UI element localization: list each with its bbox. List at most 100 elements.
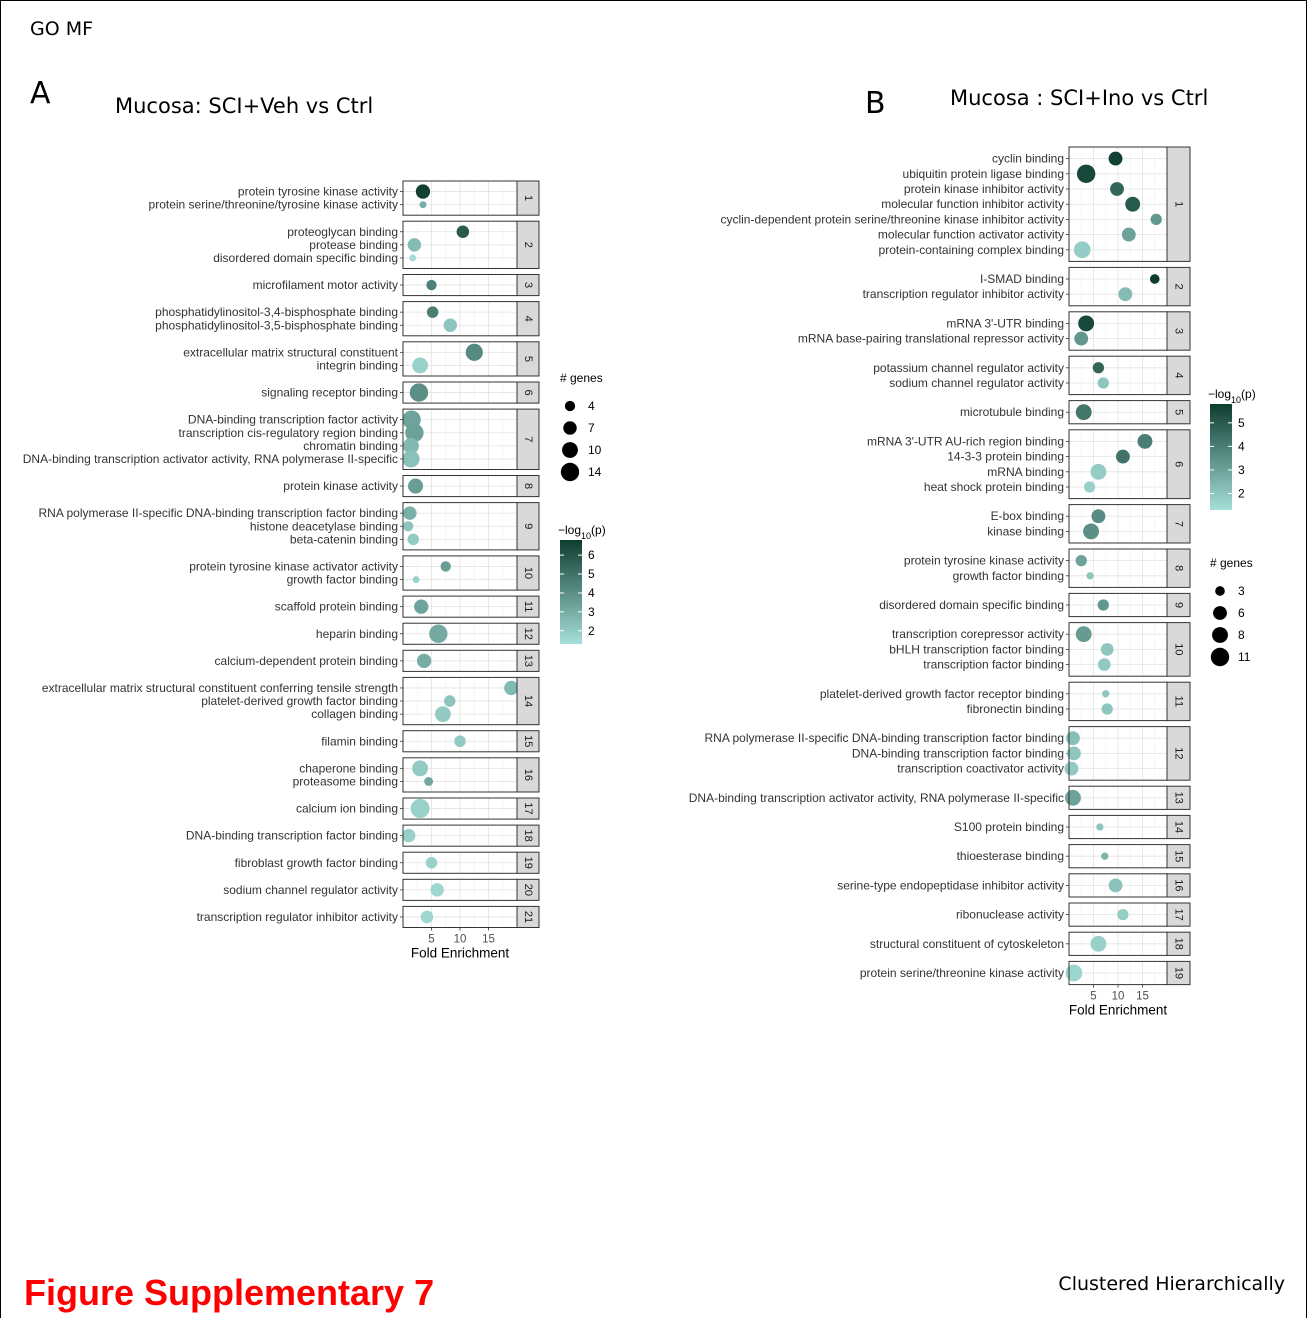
- y-tick-label: DNA-binding transcription activator acti…: [23, 452, 398, 466]
- facet-strip: [1166, 400, 1191, 425]
- size-legend-label: 10: [588, 443, 602, 457]
- facet-strip: [1166, 902, 1191, 927]
- size-legend-key: [1213, 606, 1227, 620]
- colorbar-label: 2: [588, 624, 595, 638]
- facet-strip: [1166, 873, 1191, 898]
- data-point: [504, 680, 519, 696]
- y-tick-label: kinase binding: [987, 524, 1064, 538]
- facet-strip-label: 13: [1173, 792, 1185, 804]
- facet-strip: [1166, 844, 1191, 869]
- y-tick-label: protein-containing complex binding: [879, 243, 1064, 257]
- facet-strip-label: 3: [1173, 328, 1185, 334]
- colorbar: [560, 540, 582, 644]
- colorbar-label: 6: [588, 548, 595, 562]
- facet-strip: [1166, 622, 1191, 677]
- x-tick-label: 15: [482, 934, 495, 946]
- y-tick-label: histone deacetylase binding: [250, 519, 398, 533]
- size-legend-label: 6: [1238, 606, 1245, 620]
- data-point: [1090, 463, 1107, 480]
- facet-strip-label: 12: [1173, 747, 1185, 759]
- y-tick-label: transcription cis-regulatory region bind…: [179, 426, 398, 440]
- data-point: [1110, 182, 1124, 196]
- facet-12: heparin binding 12: [316, 622, 540, 645]
- facet-strip-label: 5: [1173, 409, 1185, 415]
- facet-14: S100 protein binding 14: [954, 814, 1191, 840]
- y-tick-label: proteoglycan binding: [287, 225, 398, 239]
- y-tick-label: fibronectin binding: [967, 702, 1064, 716]
- colorbar-label: 5: [1238, 416, 1245, 430]
- panel-b-title: Mucosa : SCI+Ino vs Ctrl: [950, 86, 1209, 110]
- data-point: [1091, 509, 1106, 524]
- facet-10: protein tyrosine kinase activator activi…: [189, 555, 540, 591]
- facet-14: extracellular matrix structural constitu…: [42, 676, 540, 726]
- x-tick-label: 5: [428, 934, 434, 946]
- data-point: [429, 624, 448, 643]
- y-tick-label: beta-catenin binding: [290, 532, 398, 546]
- facet-11: platelet-derived growth factor receptor …: [820, 681, 1191, 722]
- size-legend-label: 11: [1238, 650, 1251, 664]
- data-point: [1100, 643, 1114, 656]
- facet-17: ribonuclease activity 17: [956, 902, 1191, 927]
- y-tick-label: sodium channel regulator activity: [889, 376, 1064, 390]
- data-point: [1075, 404, 1092, 421]
- y-tick-label: extracellular matrix structural constitu…: [183, 345, 398, 359]
- data-point: [414, 599, 429, 614]
- facet-strip-label: 8: [1173, 565, 1185, 571]
- data-point: [1150, 213, 1162, 226]
- y-tick-label: chaperone binding: [299, 761, 398, 775]
- data-point: [402, 450, 420, 468]
- facet-strip: [516, 220, 540, 269]
- data-point: [407, 478, 424, 494]
- facet-strip-label: 16: [522, 769, 534, 781]
- y-tick-label: transcription regulator inhibitor activi…: [863, 287, 1064, 301]
- panel-letter-a: A: [30, 76, 51, 111]
- y-tick-label: protein serine/threonine kinase activity: [860, 966, 1064, 980]
- facet-strip-label: 4: [1173, 372, 1185, 378]
- data-point: [403, 506, 417, 520]
- data-point: [443, 318, 458, 332]
- y-tick-label: protease binding: [309, 238, 398, 252]
- facet-3: microfilament motor activity 3: [253, 274, 540, 297]
- facet-5: extracellular matrix structural constitu…: [183, 341, 540, 377]
- data-point: [440, 561, 451, 572]
- y-tick-label: heparin binding: [316, 627, 398, 641]
- facet-strip-label: 15: [522, 735, 534, 747]
- data-point: [443, 695, 456, 707]
- y-tick-label: molecular function inhibitor activity: [881, 197, 1064, 211]
- data-point: [424, 777, 434, 786]
- data-point: [1076, 164, 1096, 183]
- facet-17: calcium ion binding 17: [296, 797, 540, 820]
- y-tick-label: disordered domain specific binding: [213, 251, 398, 265]
- y-tick-label: DNA-binding transcription factor binding: [852, 746, 1064, 760]
- y-tick-label: I-SMAD binding: [980, 272, 1064, 286]
- page-title: GO MF: [30, 18, 94, 40]
- y-tick-label: integrin binding: [317, 358, 398, 372]
- y-tick-label: mRNA binding: [987, 465, 1064, 479]
- facet-strip-label: 14: [522, 695, 534, 707]
- data-point: [407, 238, 422, 252]
- data-point: [454, 735, 466, 748]
- facet-strip: [1166, 504, 1191, 544]
- data-point: [420, 910, 434, 924]
- data-point: [1065, 964, 1083, 982]
- y-tick-label: transcription regulator inhibitor activi…: [197, 910, 398, 924]
- color-legend-title: −log10(p): [1208, 387, 1256, 405]
- y-tick-label: protein serine/threonine/tyrosine kinase…: [149, 198, 398, 212]
- facet-strip-label: 20: [522, 884, 534, 896]
- facet-strip-label: 4: [522, 316, 534, 322]
- x-tick-label: 15: [1136, 991, 1149, 1003]
- facet-strip: [516, 757, 540, 793]
- y-tick-label: structural constituent of cytoskeleton: [870, 937, 1064, 951]
- data-point: [1073, 241, 1091, 259]
- facet-4: phosphatidylinositol-3,4-bisphosphate bi…: [155, 301, 540, 337]
- facet-strip: [516, 676, 540, 726]
- data-point: [1066, 746, 1081, 761]
- y-tick-label: disordered domain specific binding: [879, 598, 1064, 612]
- facet-21: transcription regulator inhibitor activi…: [197, 905, 540, 929]
- data-point: [402, 521, 414, 532]
- y-tick-label: heat shock protein binding: [924, 480, 1064, 494]
- y-tick-label: scaffold protein binding: [275, 600, 398, 614]
- size-legend-key: [1210, 647, 1230, 667]
- data-point: [426, 279, 437, 291]
